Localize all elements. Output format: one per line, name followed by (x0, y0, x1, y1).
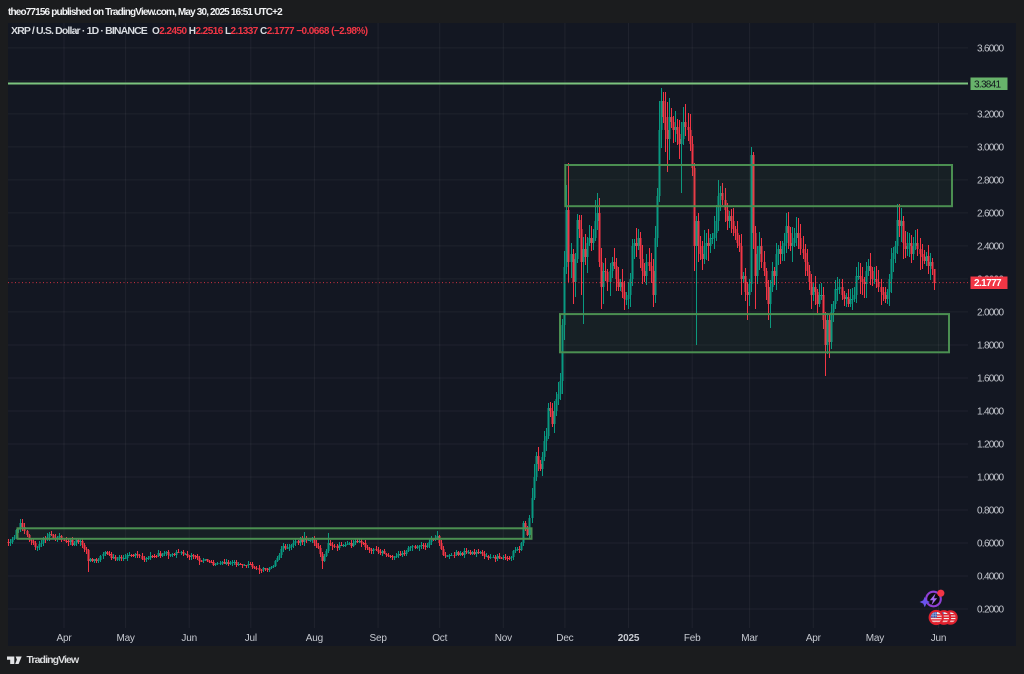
svg-text:2.1777: 2.1777 (974, 278, 1002, 289)
svg-text:Apr: Apr (806, 633, 822, 644)
svg-text:TradingView: TradingView (27, 654, 80, 666)
svg-text:Mar: Mar (741, 633, 758, 644)
svg-text:Nov: Nov (495, 633, 512, 644)
svg-text:1.0000: 1.0000 (977, 473, 1005, 484)
svg-text:Jul: Jul (245, 633, 257, 644)
svg-text:0.6000: 0.6000 (977, 539, 1005, 550)
svg-text:Sep: Sep (369, 633, 387, 644)
svg-text:O2.2450 H2.2516 L2.1337 C2.: O2.2450 H2.2516 L2.1337 C2.1777 −0.0668 … (152, 26, 368, 37)
svg-text:0.4000: 0.4000 (977, 572, 1005, 583)
svg-text:May: May (116, 633, 134, 644)
svg-text:May: May (866, 633, 884, 644)
svg-text:Jun: Jun (181, 633, 197, 644)
svg-text:2.0000: 2.0000 (977, 308, 1005, 319)
svg-text:theo77156 published on Trading: theo77156 published on TradingView.com, … (8, 7, 283, 18)
svg-text:3.0000: 3.0000 (977, 143, 1005, 154)
svg-text:1.4000: 1.4000 (977, 407, 1005, 418)
svg-text:2.8000: 2.8000 (977, 176, 1005, 187)
svg-text:3.3841: 3.3841 (974, 79, 1002, 90)
svg-text:Oct: Oct (432, 633, 447, 644)
svg-text:Dec: Dec (556, 633, 573, 644)
svg-text:Feb: Feb (684, 633, 701, 644)
svg-text:0.8000: 0.8000 (977, 506, 1005, 517)
svg-text:Jun: Jun (931, 633, 947, 644)
svg-text:3.6000: 3.6000 (977, 44, 1005, 55)
svg-text:1.8000: 1.8000 (977, 341, 1005, 352)
svg-text:XRP / U.S. Dollar · 1D · BINAN: XRP / U.S. Dollar · 1D · BINANCE (11, 25, 148, 37)
svg-text:0.2000: 0.2000 (977, 605, 1005, 616)
svg-text:2025: 2025 (618, 633, 640, 644)
svg-text:1.2000: 1.2000 (977, 440, 1005, 451)
svg-text:Apr: Apr (57, 633, 73, 644)
svg-text:2.6000: 2.6000 (977, 209, 1005, 220)
svg-text:Aug: Aug (306, 633, 323, 644)
svg-text:3.2000: 3.2000 (977, 110, 1005, 121)
svg-text:2.4000: 2.4000 (977, 242, 1005, 253)
svg-text:1.6000: 1.6000 (977, 374, 1005, 385)
